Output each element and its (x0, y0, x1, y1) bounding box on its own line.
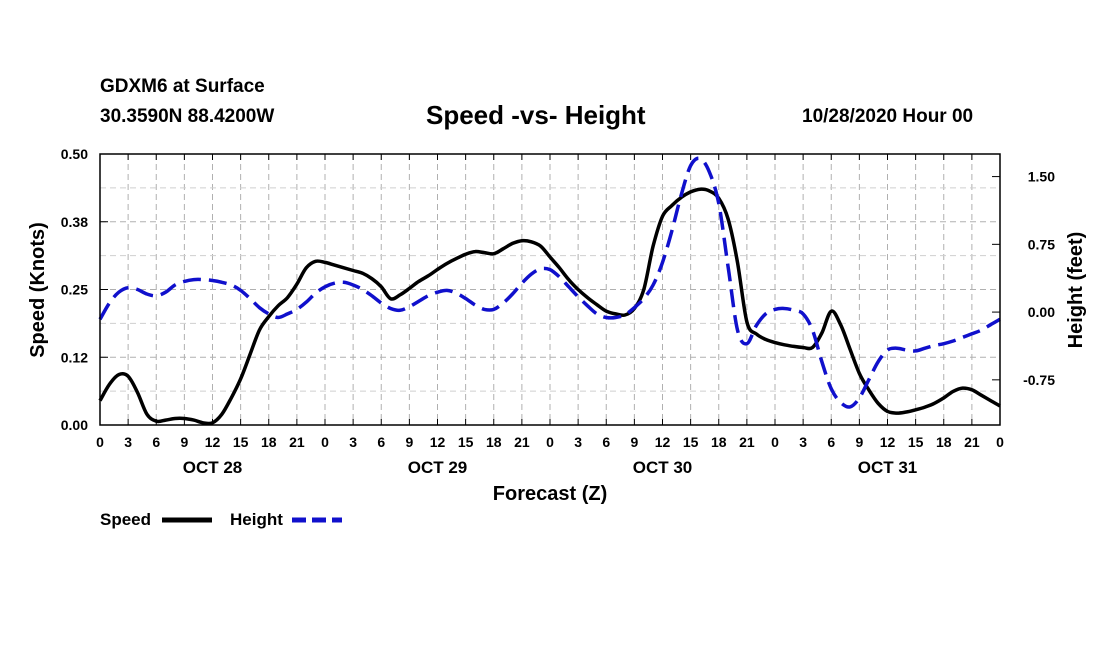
y2-tick-label: -0.75 (1023, 372, 1055, 388)
x-tick-label: 15 (908, 434, 924, 450)
x-tick-label: 9 (180, 434, 188, 450)
x-tick-label: 21 (289, 434, 305, 450)
y-tick-label: 0.00 (61, 417, 88, 433)
x-tick-label: 21 (739, 434, 755, 450)
x-tick-label: 0 (546, 434, 554, 450)
x-day-label: OCT 30 (633, 458, 693, 477)
chart-title: Speed -vs- Height (426, 100, 646, 130)
legend: Speed Height (100, 510, 342, 529)
x-tick-label: 12 (205, 434, 221, 450)
x-tick-label: 15 (458, 434, 474, 450)
y2-tick-label: 0.00 (1028, 304, 1055, 320)
x-tick-label: 6 (602, 434, 610, 450)
series-line-height (98, 156, 1001, 409)
x-tick-label: 3 (574, 434, 582, 450)
x-tick-label: 0 (996, 434, 1004, 450)
coordinates-label: 30.3590N 88.4200W (100, 106, 275, 127)
run-datetime-label: 10/28/2020 Hour 00 (802, 106, 974, 127)
x-tick-label: 6 (827, 434, 835, 450)
x-axis-title: Forecast (Z) (493, 483, 607, 505)
x-tick-label: 0 (321, 434, 329, 450)
x-tick-label: 12 (880, 434, 896, 450)
y-tick-label: 0.25 (61, 282, 88, 298)
x-tick-label: 12 (655, 434, 671, 450)
x-tick-label: 9 (405, 434, 413, 450)
x-day-label: OCT 29 (408, 458, 468, 477)
y2-tick-label: 0.75 (1028, 236, 1055, 252)
x-tick-label: 12 (430, 434, 446, 450)
x-tick-label: 18 (261, 434, 277, 450)
y-tick-label: 0.38 (61, 214, 88, 230)
y-tick-label: 0.50 (61, 146, 88, 162)
y2-axis-title: Height (feet) (1065, 232, 1087, 349)
x-tick-label: 18 (711, 434, 727, 450)
x-tick-label: 0 (96, 434, 104, 450)
series-layer (98, 156, 1001, 426)
x-tick-label: 15 (683, 434, 699, 450)
x-tick-label: 3 (799, 434, 807, 450)
x-tick-label: 21 (964, 434, 980, 450)
x-tick-label: 3 (349, 434, 357, 450)
x-tick-label: 21 (514, 434, 530, 450)
x-tick-label: 18 (936, 434, 952, 450)
x-day-label: OCT 28 (183, 458, 243, 477)
y2-tick-label: 1.50 (1028, 169, 1055, 185)
x-tick-label: 9 (855, 434, 863, 450)
series-line-speed (98, 187, 1001, 426)
x-tick-label: 9 (630, 434, 638, 450)
x-tick-label: 18 (486, 434, 502, 450)
x-tick-label: 3 (124, 434, 132, 450)
x-tick-label: 0 (771, 434, 779, 450)
tick-layer: 0 3 6 9 12 15 18 21 0 3 6 9 12 15 18 21 0 3 6 9 12 15 18 21 0 3 6 9… (61, 146, 1055, 477)
x-tick-label: 6 (377, 434, 385, 450)
x-tick-label: 6 (152, 434, 160, 450)
legend-speed-label: Speed (100, 510, 151, 529)
station-label: GDXM6 at Surface (100, 76, 265, 97)
y-tick-label: 0.12 (61, 349, 88, 365)
legend-height-label: Height (230, 510, 283, 529)
x-day-label: OCT 31 (858, 458, 918, 477)
x-tick-label: 15 (233, 434, 249, 450)
y-axis-title: Speed (Knots) (27, 222, 49, 358)
